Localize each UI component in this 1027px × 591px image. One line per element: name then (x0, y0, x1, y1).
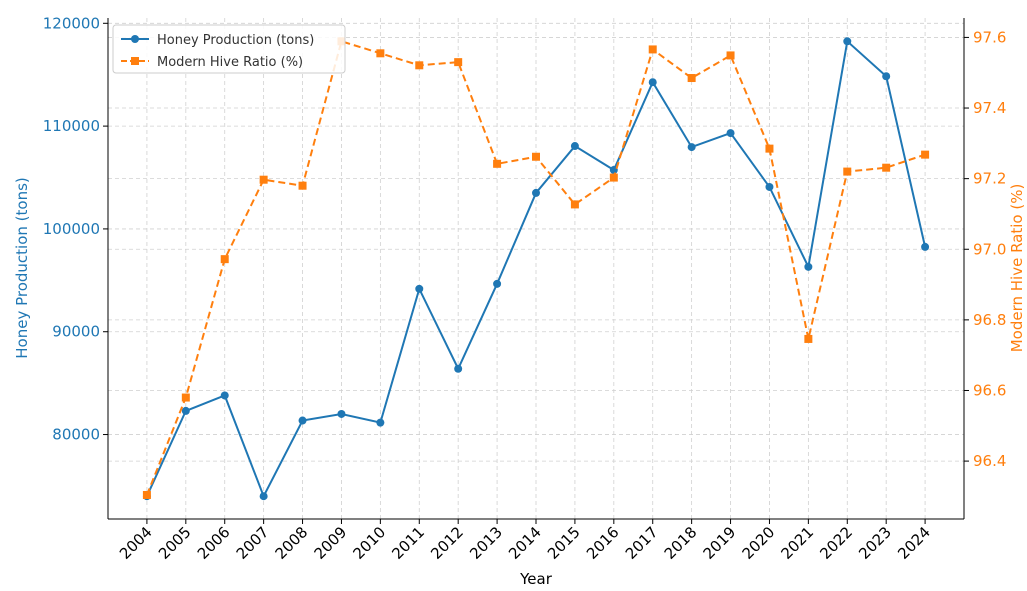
marker (765, 144, 774, 153)
y2-tick-label: 97.0 (973, 240, 1006, 258)
y-tick-label: 90000 (52, 323, 100, 341)
marker (921, 150, 930, 159)
marker (804, 334, 813, 343)
marker (259, 175, 268, 184)
marker (570, 200, 579, 209)
marker (648, 78, 657, 87)
y2-tick-label: 97.2 (973, 170, 1006, 188)
x-tick-label: 2012 (427, 523, 467, 563)
x-tick-label: 2020 (739, 523, 779, 563)
marker (687, 74, 696, 83)
x-tick-label: 2009 (311, 523, 351, 563)
marker (532, 152, 540, 161)
x-tick-label: 2015 (544, 523, 584, 563)
x-tick-label: 2023 (855, 523, 895, 563)
marker (843, 37, 852, 46)
x-tick-label: 2010 (349, 523, 389, 563)
marker (415, 61, 424, 70)
marker (376, 418, 385, 427)
marker (298, 181, 307, 190)
x-tick-label: 2013 (466, 523, 506, 563)
marker (142, 490, 151, 499)
y2-tick-label: 96.6 (973, 381, 1006, 399)
marker (726, 51, 735, 60)
y-tick-label: 110000 (43, 117, 100, 135)
marker (181, 393, 190, 402)
marker (648, 45, 657, 54)
marker (609, 173, 618, 182)
marker (454, 58, 463, 67)
y2-tick-label: 97.6 (973, 28, 1006, 46)
x-tick-label: 2007 (233, 523, 273, 563)
marker (415, 284, 424, 293)
marker (181, 406, 190, 415)
legend: Honey Production (tons) Modern Hive Ratio… (112, 24, 346, 74)
marker (687, 143, 696, 152)
marker (131, 35, 139, 43)
marker (337, 409, 346, 418)
x-axis-label: Year (519, 570, 553, 587)
y-tick-label: 80000 (52, 426, 100, 444)
marker (298, 416, 307, 425)
y2-tick-label: 96.8 (973, 311, 1006, 329)
marker (765, 182, 774, 191)
legend-box (112, 24, 346, 74)
legend-label: Modern Hive Ratio (%) (157, 55, 303, 70)
y2-axis-label: Modern Hive Ratio (%) (1008, 184, 1026, 353)
x-tick-label: 2018 (661, 523, 701, 563)
x-tick-label: 2019 (700, 523, 740, 563)
y-axis-label: Honey Production (tons) (13, 177, 31, 359)
x-tick-label: 2014 (505, 523, 545, 563)
x-tick-label: 2005 (155, 523, 195, 563)
marker (493, 279, 502, 288)
y-tick-label: 100000 (43, 220, 100, 238)
marker (921, 242, 930, 251)
x-tick-label: 2017 (622, 523, 662, 563)
x-tick-label: 2016 (583, 523, 623, 563)
x-tick-label: 2006 (194, 523, 234, 563)
marker (376, 49, 385, 58)
marker (882, 72, 891, 81)
marker (220, 391, 229, 400)
x-tick-label: 2011 (388, 523, 428, 563)
legend-label: Honey Production (tons) (157, 33, 314, 48)
y2-tick-label: 96.4 (973, 452, 1006, 470)
marker (882, 163, 891, 172)
x-tick-label: 2022 (816, 523, 856, 563)
marker (570, 142, 579, 151)
marker (454, 364, 463, 373)
marker (726, 129, 735, 138)
marker (220, 255, 229, 264)
x-tick-label: 2021 (777, 523, 817, 563)
marker (131, 57, 139, 65)
marker (259, 492, 268, 501)
x-tick-label: 2008 (272, 523, 312, 563)
y-tick-label: 120000 (43, 14, 100, 32)
y2-tick-label: 97.4 (973, 99, 1006, 117)
marker (804, 262, 813, 271)
marker (493, 159, 502, 168)
x-tick-label: 2024 (894, 523, 934, 563)
marker (532, 188, 540, 197)
marker (843, 167, 852, 176)
x-tick-label: 2004 (116, 523, 156, 563)
